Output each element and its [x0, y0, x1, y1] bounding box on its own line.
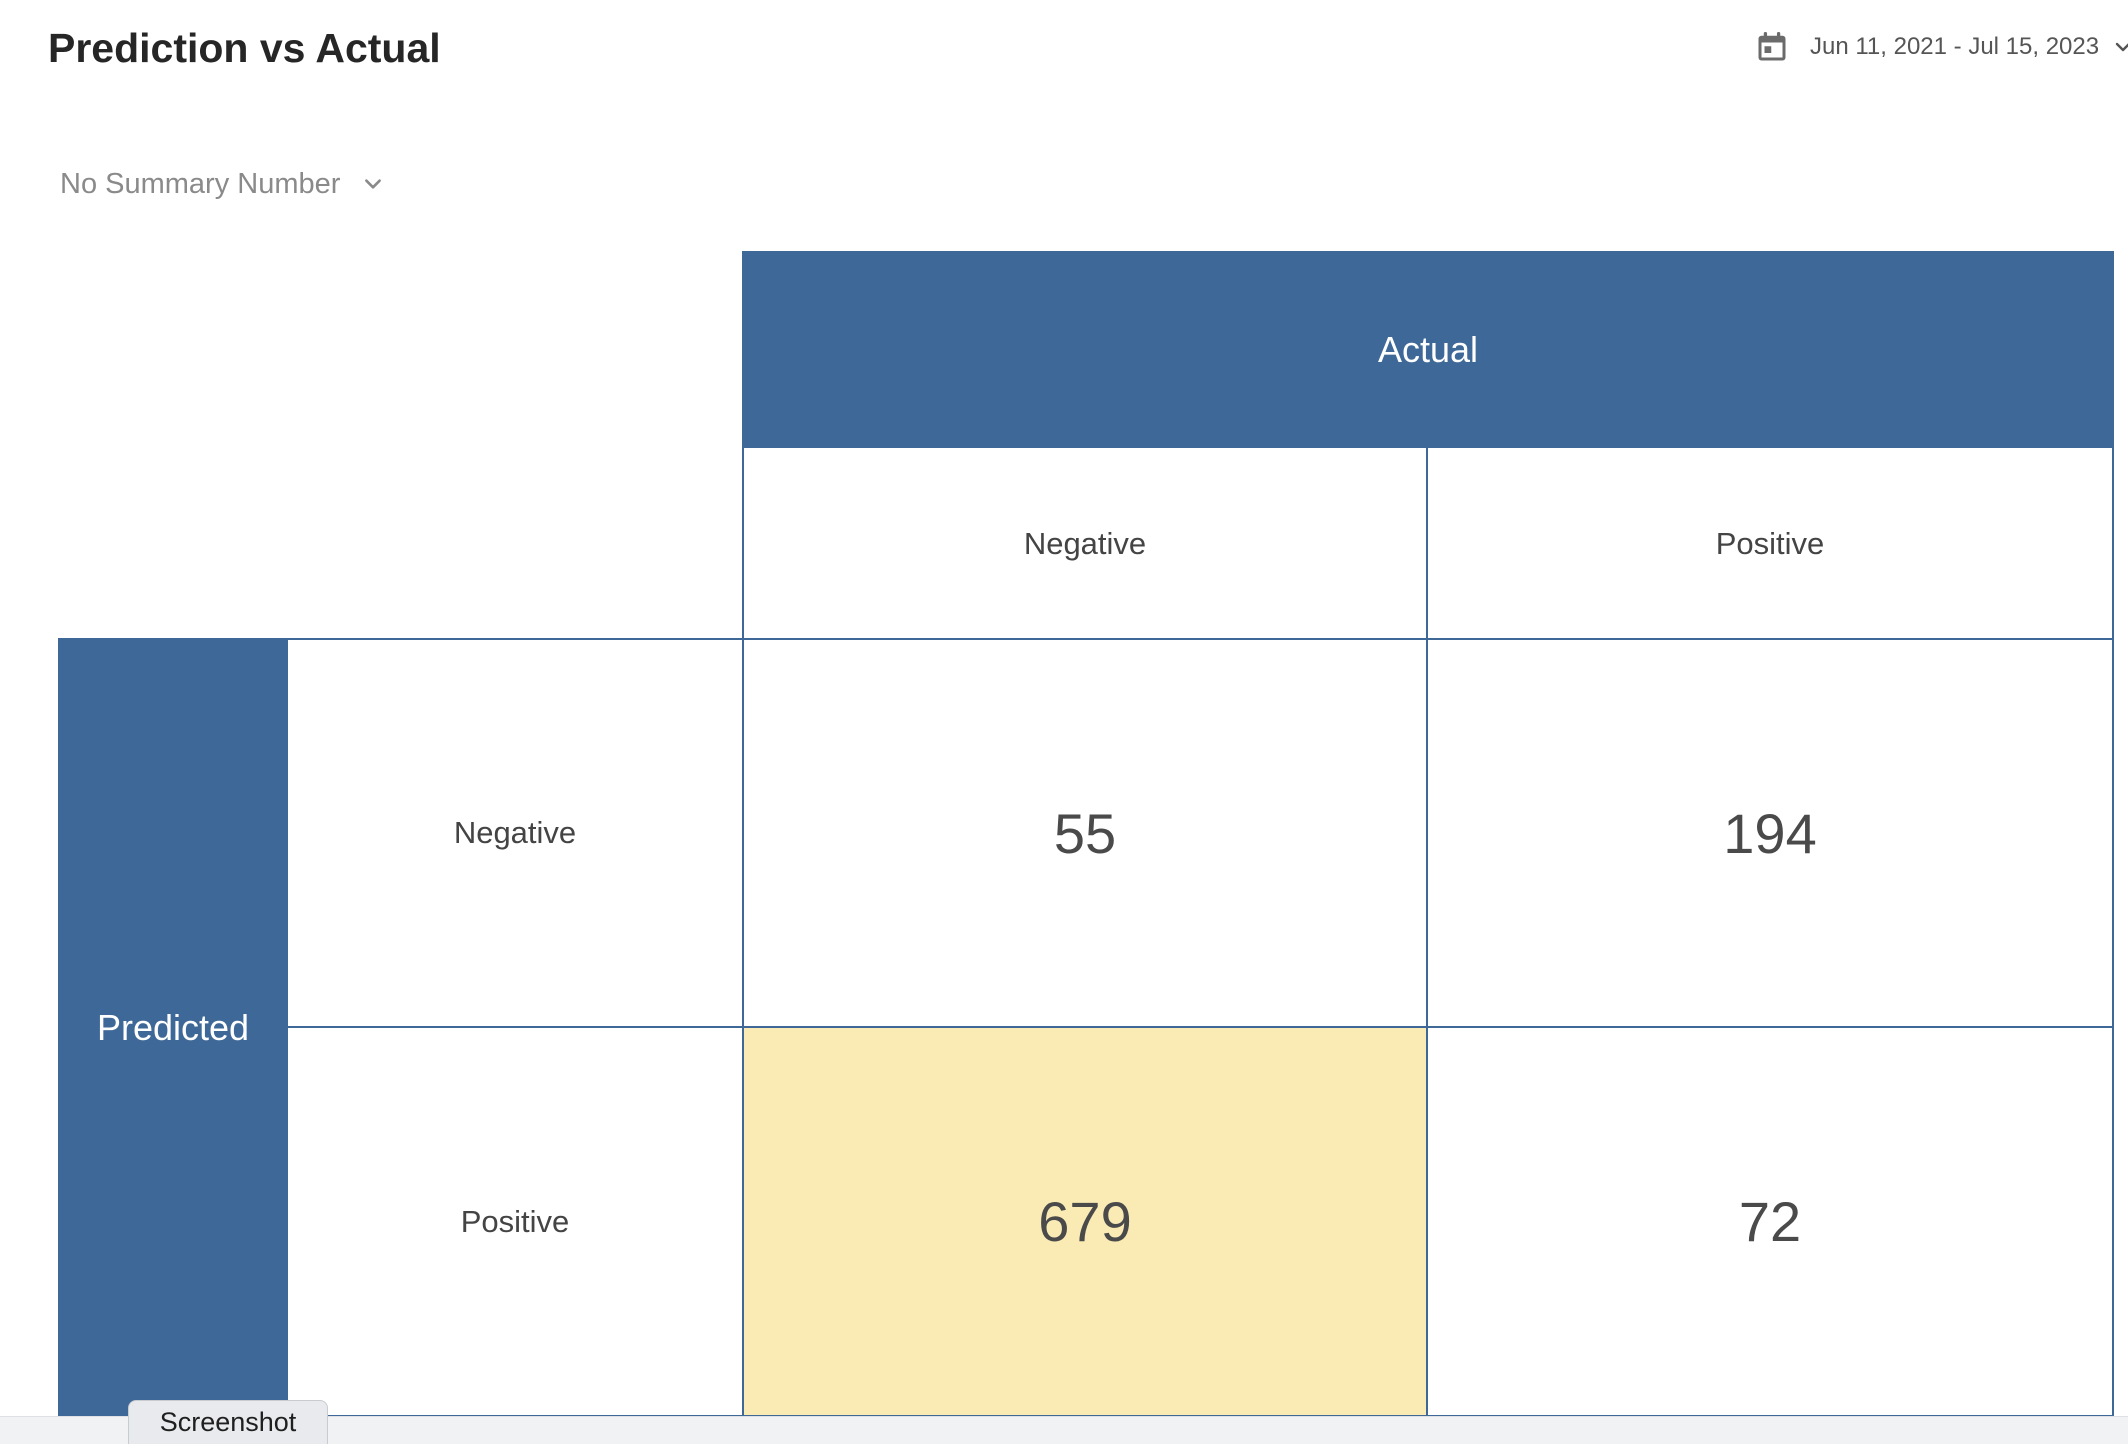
- chevron-down-icon: [362, 173, 384, 195]
- row-header-positive: Positive: [286, 1026, 744, 1417]
- actual-axis-header: Actual: [742, 251, 2114, 448]
- summary-number-value: No Summary Number: [60, 167, 341, 200]
- column-header-negative: Negative: [742, 446, 1428, 641]
- screenshot-tab[interactable]: Screenshot: [128, 1400, 328, 1444]
- column-header-positive: Positive: [1426, 446, 2114, 641]
- summary-number-dropdown[interactable]: No Summary Number: [60, 160, 384, 208]
- row-header-negative: Negative: [286, 638, 744, 1028]
- page-title: Prediction vs Actual: [48, 25, 441, 71]
- predicted-axis-header: Predicted: [58, 638, 288, 1417]
- date-range-picker[interactable]: Jun 11, 2021 - Jul 15, 2023: [1754, 22, 2128, 72]
- bottom-bar: [0, 1416, 2128, 1444]
- matrix-cell-predicted-positive-actual-negative: 679: [742, 1026, 1428, 1417]
- matrix-cell-predicted-negative-actual-positive: 194: [1426, 638, 2114, 1028]
- chevron-down-icon: [2113, 37, 2128, 57]
- matrix-cell-predicted-negative-actual-negative: 55: [742, 638, 1428, 1028]
- matrix-cell-predicted-positive-actual-positive: 72: [1426, 1026, 2114, 1417]
- calendar-icon: [1754, 29, 1790, 65]
- date-range-label: Jun 11, 2021 - Jul 15, 2023: [1810, 33, 2100, 60]
